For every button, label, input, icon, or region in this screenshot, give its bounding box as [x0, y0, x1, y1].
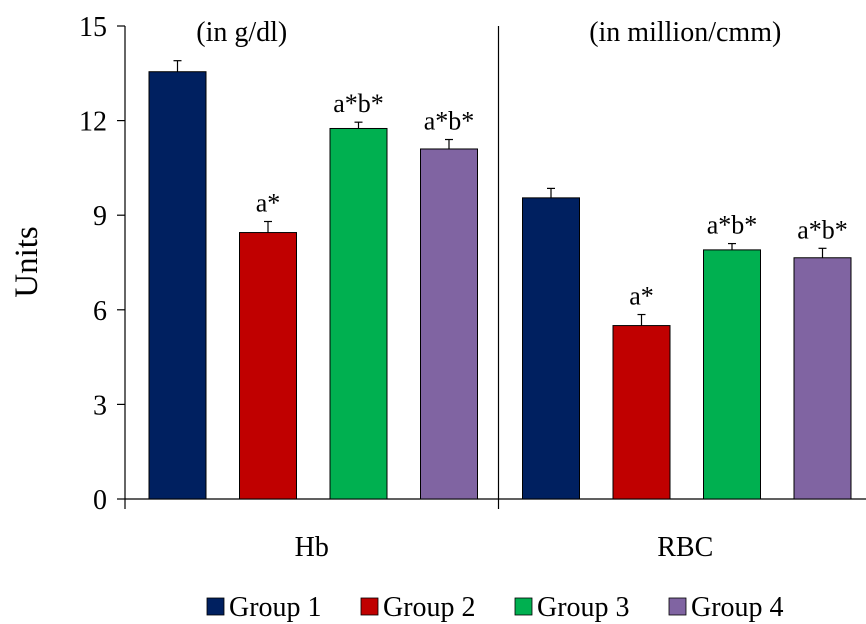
legend-swatch [206, 597, 225, 616]
bar [239, 232, 297, 500]
legend-swatch [514, 597, 533, 616]
legend-label: Group 2 [383, 592, 476, 623]
panel-unit-label: (in g/dl) [196, 17, 287, 48]
x-category-label: Hb [295, 532, 329, 563]
x-category-label: RBC [657, 532, 713, 563]
significance-label: a*b* [424, 107, 475, 136]
significance-label: a*b* [797, 215, 848, 244]
chart-labels: Hb (in g/dl) RBC (in million/cmm) a* a* a*b* a*… [196, 17, 848, 563]
y-tick-label: 15 [79, 12, 107, 43]
legend-label: Group 4 [691, 592, 784, 623]
chart-bars [148, 60, 852, 500]
chart-legend: Group 1 Group 2 Group 3 Group 4 [206, 592, 784, 623]
y-tick-label: 9 [93, 201, 107, 232]
bar [522, 197, 580, 500]
bar [329, 127, 388, 500]
y-tick-label: 3 [93, 390, 107, 421]
bar [148, 71, 207, 500]
bar [612, 325, 671, 500]
y-axis-title: Units [9, 226, 45, 298]
significance-label: a* [256, 189, 281, 218]
significance-label: a*b* [333, 89, 384, 118]
bar [793, 257, 852, 500]
bar [703, 249, 761, 500]
y-tick-label: 6 [93, 296, 107, 327]
significance-label: a* [629, 282, 654, 311]
legend-label: Group 3 [537, 592, 630, 623]
y-tick-label: 12 [79, 107, 107, 138]
panel-unit-label: (in million/cmm) [589, 17, 781, 48]
legend-swatch [360, 597, 379, 616]
legend-swatch [668, 597, 687, 616]
significance-label: a*b* [707, 211, 758, 240]
bar [420, 148, 478, 500]
y-tick-label: 0 [93, 485, 107, 516]
legend-label: Group 1 [229, 592, 322, 623]
